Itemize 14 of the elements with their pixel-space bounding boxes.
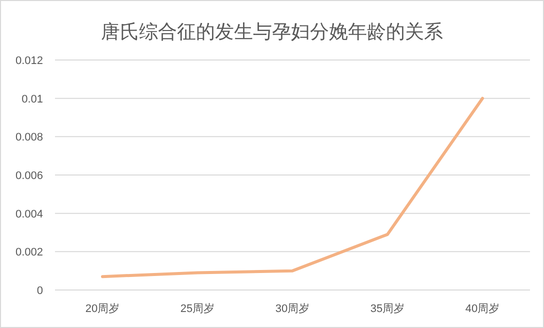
y-tick-label: 0.006 bbox=[15, 170, 43, 182]
y-tick-label: 0.004 bbox=[15, 208, 43, 220]
y-tick-label: 0.012 bbox=[15, 55, 43, 67]
line-series bbox=[101, 96, 484, 278]
y-tick-label: 0.01 bbox=[22, 93, 43, 106]
x-tick-label: 35周岁 bbox=[370, 303, 405, 315]
x-tick-label: 40周岁 bbox=[465, 303, 500, 315]
x-tick-label: 25周岁 bbox=[180, 303, 215, 315]
y-tick-label: 0.002 bbox=[15, 246, 43, 259]
x-tick-label: 20周岁 bbox=[85, 303, 120, 315]
y-tick-label: 0.008 bbox=[15, 132, 43, 144]
y-tick-label: 0 bbox=[36, 285, 43, 297]
x-tick-label: 30周岁 bbox=[275, 303, 310, 315]
chart-title: 唐氏综合征的发生与孕妇分娩年龄的关系 bbox=[101, 21, 443, 43]
